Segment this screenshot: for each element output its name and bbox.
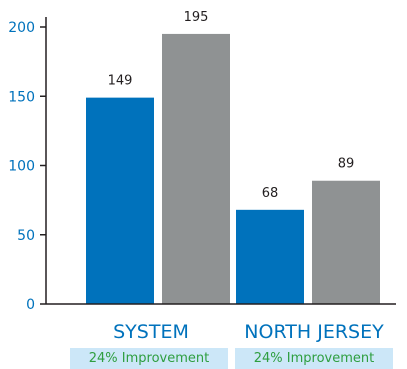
improvement-annotation-system: 24% Improvement <box>70 348 228 369</box>
y-tick-label-100: 100 <box>8 159 35 175</box>
improvement-annotation-north-jersey: 24% Improvement <box>235 348 393 369</box>
bar-value-label-north-jersey-series-2: 89 <box>338 157 355 172</box>
y-tick-label-50: 50 <box>17 228 35 244</box>
category-label-system: SYSTEM <box>113 321 189 343</box>
y-tick-label-200: 200 <box>8 20 35 36</box>
bar-north-jersey-series-2 <box>312 180 380 304</box>
bar-value-label-system-series-2: 195 <box>184 10 209 25</box>
bar-value-label-system-series-1: 149 <box>108 74 133 89</box>
y-tick-label-0: 0 <box>26 297 35 313</box>
bar-system-series-1 <box>86 97 154 304</box>
bar-system-series-2 <box>162 33 230 305</box>
labels-layer: 149 195 68 89 <box>108 10 355 201</box>
y-axis-ticks: 0 50 100 150 200 <box>8 20 46 313</box>
bars-layer <box>86 33 380 305</box>
bar-value-label-north-jersey-series-1: 68 <box>262 186 279 201</box>
category-label-north-jersey: NORTH JERSEY <box>244 321 384 343</box>
bar-north-jersey-series-1 <box>236 209 304 304</box>
y-tick-label-150: 150 <box>8 89 35 105</box>
category-labels: SYSTEM NORTH JERSEY <box>113 321 384 343</box>
